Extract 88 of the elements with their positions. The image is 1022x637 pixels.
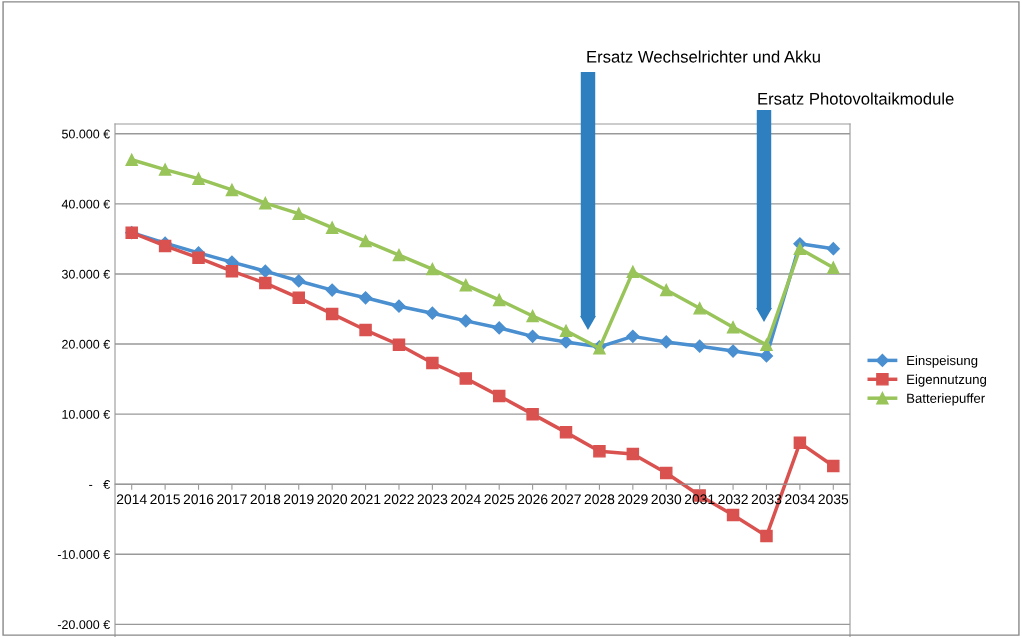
point: [325, 307, 339, 321]
y-tick-label: 30.000 €: [61, 269, 110, 279]
x-tick-label: 2021: [350, 494, 381, 505]
point: [258, 264, 272, 278]
x-tick-label: 2028: [584, 494, 615, 505]
x-tick-label: 2015: [150, 494, 180, 505]
point: [325, 221, 339, 234]
x-tick-label: 2023: [417, 494, 448, 505]
x-tick-label: 2018: [250, 494, 281, 505]
point: [459, 372, 473, 385]
point: [459, 314, 473, 328]
y-tick-label: 40.000 €: [61, 199, 110, 209]
point: [158, 163, 172, 176]
point: [225, 183, 239, 197]
x-tick-label: 2022: [384, 494, 414, 505]
legend-label: Batteriepuffer: [907, 393, 985, 406]
point: [192, 172, 205, 185]
point: [559, 324, 573, 337]
point: [259, 196, 272, 210]
text: Ersatz Photovoltaikmodule: [758, 92, 954, 105]
point: [292, 274, 306, 288]
y-tick-label: 20.000 €: [62, 339, 110, 349]
point: [359, 234, 372, 248]
x-tick-label: 2026: [517, 494, 548, 505]
point: [392, 338, 406, 352]
point: [626, 447, 640, 461]
y-tick-label: -20.000 €: [57, 620, 110, 630]
x-tick-label: 2034: [785, 494, 815, 505]
point: [492, 293, 506, 307]
x-tick-label: 2017: [217, 494, 247, 505]
point: [793, 436, 807, 450]
point: [759, 349, 774, 363]
point: [358, 291, 373, 305]
x-tick-label: 2024: [451, 494, 481, 505]
point: [526, 407, 539, 421]
point: [125, 153, 138, 166]
x-tick-label: 2025: [484, 494, 515, 505]
point: [492, 389, 506, 403]
point: [793, 242, 807, 255]
point: [359, 323, 372, 337]
point: [492, 321, 506, 335]
y-tick-label: 10.000 €: [62, 409, 110, 419]
point: [259, 276, 272, 290]
point: [760, 529, 773, 543]
x-tick-label: 2030: [651, 494, 682, 505]
point: [626, 265, 640, 279]
text: Ersatz Wechselrichter und Akku: [587, 50, 820, 63]
x-tick-label: 2027: [551, 494, 581, 505]
point: [526, 309, 539, 323]
point: [425, 306, 439, 320]
point: [827, 261, 840, 274]
x-tick-label: 2029: [618, 494, 648, 505]
x-tick-label: 2016: [183, 494, 214, 505]
point: [325, 283, 339, 297]
x-tick-label: 2020: [317, 494, 348, 505]
x-tick-label: 2035: [818, 494, 849, 505]
point: [693, 302, 706, 315]
point: [726, 508, 740, 522]
point: [626, 329, 640, 343]
point: [426, 262, 439, 276]
y-tick-label: -10.000 €: [57, 550, 110, 559]
point: [225, 264, 239, 278]
y-tick-label: - €: [89, 480, 110, 489]
point: [192, 251, 205, 265]
legend-label: Einspeisung: [907, 355, 978, 368]
point: [392, 248, 406, 262]
point: [659, 335, 673, 349]
point: [760, 338, 773, 352]
x-tick-label: 2032: [718, 494, 748, 505]
point: [292, 207, 306, 220]
point: [659, 466, 673, 480]
point: [526, 329, 540, 343]
point: [693, 339, 707, 353]
point: [459, 278, 473, 292]
point: [726, 320, 740, 334]
point: [392, 299, 406, 313]
point: [827, 459, 840, 473]
x-tick-label: 2014: [116, 494, 147, 505]
point: [659, 283, 673, 297]
point: [292, 291, 306, 305]
point: [826, 242, 840, 256]
point: [426, 356, 439, 370]
point: [726, 344, 740, 358]
point: [559, 426, 573, 439]
point: [593, 445, 606, 458]
legend-label: Eigennutzung: [907, 374, 987, 387]
x-tick-label: 2019: [284, 494, 314, 505]
y-tick-label: 50.000 €: [61, 129, 110, 139]
